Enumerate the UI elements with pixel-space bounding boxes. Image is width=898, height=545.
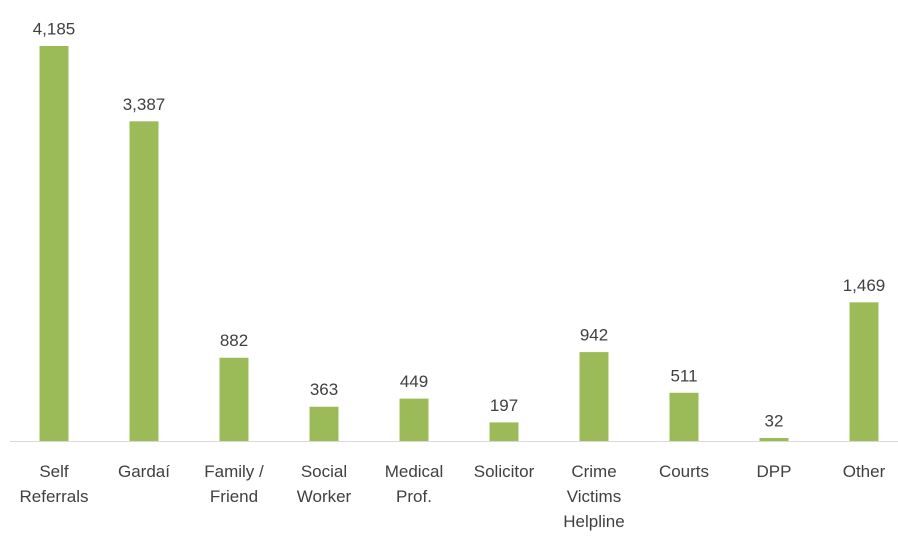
x-tick-label: Solicitor [474, 462, 535, 481]
data-label: 197 [490, 396, 518, 415]
bar [849, 302, 879, 441]
bar [489, 422, 519, 441]
bar [399, 398, 429, 441]
bar [309, 406, 339, 441]
bar [669, 392, 699, 441]
data-label: 511 [670, 366, 697, 385]
data-label: 449 [400, 372, 428, 391]
bar [129, 121, 159, 441]
bar [219, 357, 249, 441]
x-tick-label: Family / Friend [204, 462, 264, 506]
x-tick-label: DPP [757, 462, 792, 481]
x-tick-label: Social Worker [297, 462, 352, 506]
data-label: 3,387 [123, 95, 166, 114]
data-label: 1,469 [843, 276, 886, 295]
x-tick-label: Crime Victims Helpline [563, 462, 624, 531]
data-label: 363 [310, 380, 338, 399]
data-label: 4,185 [33, 19, 76, 38]
bar [39, 46, 69, 441]
x-tick-label: Gardaí [118, 462, 170, 481]
x-tick-label: Medical Prof. [385, 462, 444, 506]
bar [759, 437, 789, 441]
data-label: 882 [220, 331, 248, 350]
bar [579, 352, 609, 441]
x-tick-label: Self Referrals [20, 462, 89, 506]
x-tick-label: Courts [659, 462, 709, 481]
data-label: 32 [765, 411, 784, 430]
x-tick-label: Other [843, 462, 886, 481]
data-label: 942 [580, 326, 608, 345]
